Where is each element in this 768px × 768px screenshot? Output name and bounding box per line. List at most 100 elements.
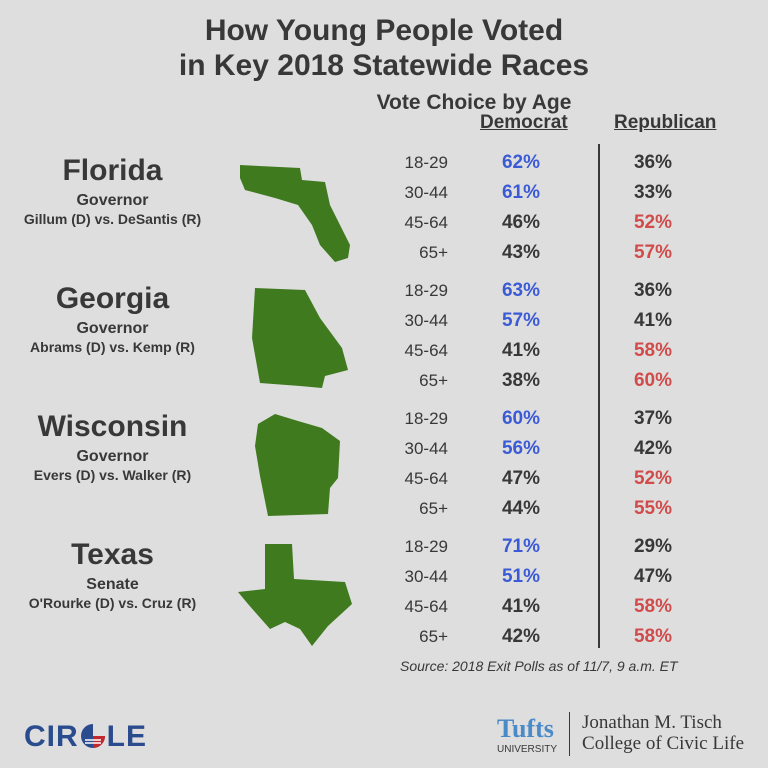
dem-pct: 38% — [486, 366, 556, 396]
dem-pct: 62% — [486, 148, 556, 178]
data-row: 30-4456%42% — [378, 434, 748, 464]
age-group: 65+ — [378, 622, 448, 652]
race-type: Governor — [0, 320, 225, 338]
age-group: 30-44 — [378, 562, 448, 592]
age-group: 30-44 — [378, 306, 448, 336]
age-group: 18-29 — [378, 148, 448, 178]
circle-logo-text-1: CIR — [24, 720, 79, 753]
state-name: Georgia — [0, 282, 225, 316]
data-row: 18-2960%37% — [378, 404, 748, 434]
race-type: Governor — [0, 192, 225, 210]
dem-pct: 71% — [486, 532, 556, 562]
circle-logo-text-2: LE — [107, 720, 147, 753]
state-shape-icon — [230, 534, 370, 652]
data-row: 45-64 41% 58% — [378, 592, 748, 622]
dem-pct: 63% — [486, 276, 556, 306]
state-row: Georgia GovernorAbrams (D) vs. Kemp (R) 18… — [0, 272, 768, 400]
rep-pct: 60% — [618, 366, 688, 396]
data-row: 65+ 38% 60% — [378, 366, 748, 396]
data-row: 18-29 71% 29% — [378, 532, 748, 562]
race-detail: Gillum (D) vs. DeSantis (R) — [0, 211, 225, 228]
rep-pct: 29% — [618, 532, 688, 562]
circle-logo: CIR LE — [24, 720, 147, 754]
data-row: 45-64 46% 52% — [378, 208, 748, 238]
column-header-democrat: Democrat — [480, 112, 568, 134]
title-line-2: in Key 2018 Statewide Races — [0, 49, 768, 84]
data-row: 30-44 61% 33% — [378, 178, 748, 208]
dem-pct: 41% — [486, 592, 556, 622]
data-row: 65+ 44% 55% — [378, 494, 748, 524]
dem-pct: 56% — [486, 434, 556, 464]
age-group: 30-44 — [378, 434, 448, 464]
rep-pct: 52% — [618, 208, 688, 238]
state-shape-icon — [230, 406, 370, 524]
state-row: Florida GovernorGillum (D) vs. DeSantis (… — [0, 144, 768, 272]
rep-pct: 33% — [618, 178, 688, 208]
state-label-block: Georgia GovernorAbrams (D) vs. Kemp (R) — [0, 282, 225, 356]
rep-pct: 58% — [618, 336, 688, 366]
data-row: 18-2962%36% — [378, 148, 748, 178]
tisch-college-text: Jonathan M. Tisch College of Civic Life — [582, 713, 744, 755]
rep-pct: 52% — [618, 464, 688, 494]
state-label-block: Florida GovernorGillum (D) vs. DeSantis (… — [0, 154, 225, 228]
dem-pct: 41% — [486, 336, 556, 366]
race-type: Senate — [0, 576, 225, 594]
rep-pct: 58% — [618, 592, 688, 622]
dem-pct: 43% — [486, 238, 556, 268]
age-group: 30-44 — [378, 178, 448, 208]
data-block: 18-2963%36%30-4457%41%45-6441%58%65+38%6… — [378, 276, 748, 396]
data-block: 18-2960%37%30-4456%42%45-6447%52%65+44%5… — [378, 404, 748, 524]
race-detail: Evers (D) vs. Walker (R) — [0, 467, 225, 484]
tufts-logo-block: Tufts UNIVERSITY Jonathan M. Tisch Colle… — [497, 712, 744, 756]
state-name: Florida — [0, 154, 225, 188]
tufts-university-sub: UNIVERSITY — [497, 744, 557, 755]
rep-pct: 57% — [618, 238, 688, 268]
data-row: 65+ 43% 57% — [378, 238, 748, 268]
age-group: 65+ — [378, 494, 448, 524]
state-name: Texas — [0, 538, 225, 572]
rep-pct: 55% — [618, 494, 688, 524]
state-shape-icon — [230, 150, 370, 268]
data-block: 18-29 71% 29% 30-44 51% 47% 45-64 41% 58%65+42%5… — [378, 532, 748, 652]
footer-divider — [569, 712, 570, 756]
data-row: 30-44 51% 47% — [378, 562, 748, 592]
rep-pct: 36% — [618, 276, 688, 306]
data-block: 18-2962%36%30-4461%33%45-6446%52%65+43%5… — [378, 148, 748, 268]
data-row: 45-6447%52% — [378, 464, 748, 494]
dem-pct: 61% — [486, 178, 556, 208]
age-group: 45-64 — [378, 208, 448, 238]
column-header-republican: Republican — [614, 112, 716, 134]
dem-pct: 51% — [486, 562, 556, 592]
data-row: 65+42%58% — [378, 622, 748, 652]
state-label-block: Texas SenateO'Rourke (D) vs. Cruz (R) — [0, 538, 225, 612]
age-group: 18-29 — [378, 404, 448, 434]
dem-pct: 46% — [486, 208, 556, 238]
race-detail: Abrams (D) vs. Kemp (R) — [0, 339, 225, 356]
state-label-block: Wisconsin GovernorEvers (D) vs. Walker (R… — [0, 410, 225, 484]
age-group: 45-64 — [378, 592, 448, 622]
age-group: 65+ — [378, 238, 448, 268]
source-note: Source: 2018 Exit Polls as of 11/7, 9 a.… — [400, 658, 678, 674]
data-row: 45-64 41% 58% — [378, 336, 748, 366]
dem-pct: 60% — [486, 404, 556, 434]
age-group: 45-64 — [378, 336, 448, 366]
data-row: 18-29 63% 36% — [378, 276, 748, 306]
state-shape-icon — [230, 278, 370, 396]
rep-pct: 47% — [618, 562, 688, 592]
state-row: Texas SenateO'Rourke (D) vs. Cruz (R) 18-2… — [0, 528, 768, 656]
dem-pct: 47% — [486, 464, 556, 494]
state-name: Wisconsin — [0, 410, 225, 444]
dem-pct: 57% — [486, 306, 556, 336]
age-group: 18-29 — [378, 276, 448, 306]
rep-pct: 41% — [618, 306, 688, 336]
race-type: Governor — [0, 448, 225, 466]
age-group: 65+ — [378, 366, 448, 396]
circle-logo-icon — [79, 722, 107, 750]
race-detail: O'Rourke (D) vs. Cruz (R) — [0, 595, 225, 612]
data-row: 30-44 57% 41% — [378, 306, 748, 336]
tisch-line-1: Jonathan M. Tisch — [582, 713, 744, 734]
age-group: 18-29 — [378, 532, 448, 562]
dem-pct: 44% — [486, 494, 556, 524]
state-row: Wisconsin GovernorEvers (D) vs. Walker (R… — [0, 400, 768, 528]
rep-pct: 58% — [618, 622, 688, 652]
